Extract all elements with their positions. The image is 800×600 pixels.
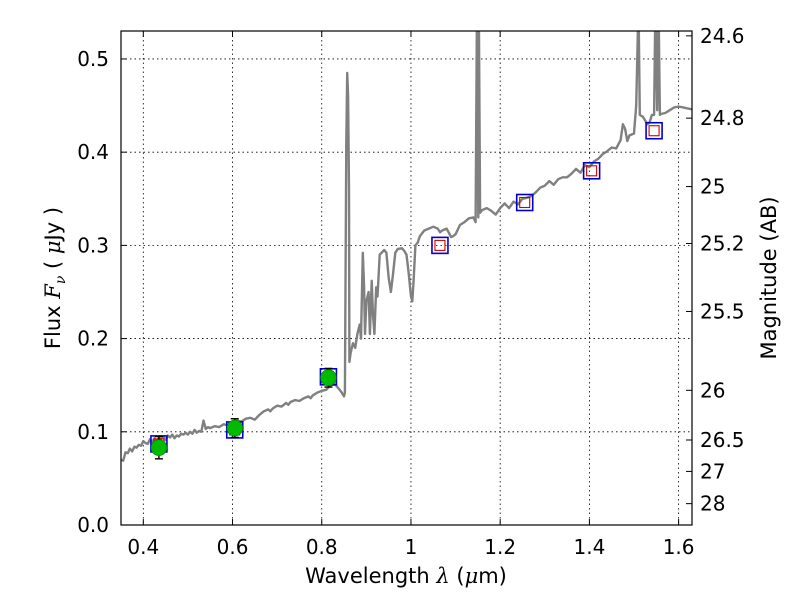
model-sed-line <box>121 31 692 462</box>
x-tick-label: 1.4 <box>573 535 605 559</box>
right-tick-label: 26.5 <box>700 428 745 452</box>
model-band-inner <box>519 196 531 209</box>
y-tick-label: 0.2 <box>77 327 109 351</box>
x-axis-label: Wavelength λ (μm) <box>305 564 507 588</box>
x-tick-label: 0.6 <box>217 535 249 559</box>
observed-point <box>150 439 168 456</box>
model-band-markers <box>150 121 663 453</box>
model-band-box <box>515 193 534 212</box>
y-axis-label: Flux Fν ( μJy ) <box>41 207 69 349</box>
y-tick-label: 0.1 <box>77 420 109 444</box>
model-band-inner <box>434 239 446 251</box>
x-tick-label: 0.4 <box>127 535 159 559</box>
y-tick-label: 0.0 <box>77 513 109 537</box>
x-tick-labels: 0.4 0.6 0.8 1 1.2 1.4 1.6 <box>127 535 694 559</box>
model-band-inner <box>648 125 660 137</box>
right-tick-label: 25.5 <box>700 299 745 323</box>
x-tick-label: 1.6 <box>663 535 695 559</box>
right-tick-label: 26 <box>700 378 725 402</box>
right-tick-label: 28 <box>700 492 725 516</box>
right-tick-label: 25.2 <box>700 232 745 256</box>
model-band-inner <box>586 165 598 177</box>
plot-frame <box>120 30 693 526</box>
observed-point <box>226 419 244 437</box>
x-tick-label: 1.2 <box>484 535 516 559</box>
model-band-box <box>645 121 663 140</box>
y-tick-label: 0.3 <box>77 233 109 257</box>
model-band-box <box>582 162 601 180</box>
observed-points <box>150 367 337 460</box>
y-tick-label: 0.5 <box>77 47 109 71</box>
axis-ticks <box>121 31 692 526</box>
right-tick-label: 24.8 <box>700 106 745 130</box>
right-tick-label: 24.6 <box>700 24 745 48</box>
right-tick-labels: 24.6 24.8 25 25.2 25.5 26 26.5 27 28 <box>700 24 745 516</box>
grid-lines <box>121 31 692 526</box>
right-tick-label: 25 <box>700 175 725 199</box>
model-band-box <box>431 236 449 255</box>
x-tick-label: 1 <box>405 535 418 559</box>
y-tick-label: 0.4 <box>77 140 109 164</box>
x-tick-label: 0.8 <box>306 535 338 559</box>
right-tick-label: 27 <box>700 459 725 483</box>
right-axis-label: Magnitude (AB) <box>757 196 781 359</box>
y-tick-labels: 0.0 0.1 0.2 0.3 0.4 0.5 <box>77 47 109 537</box>
observed-point <box>320 369 337 387</box>
